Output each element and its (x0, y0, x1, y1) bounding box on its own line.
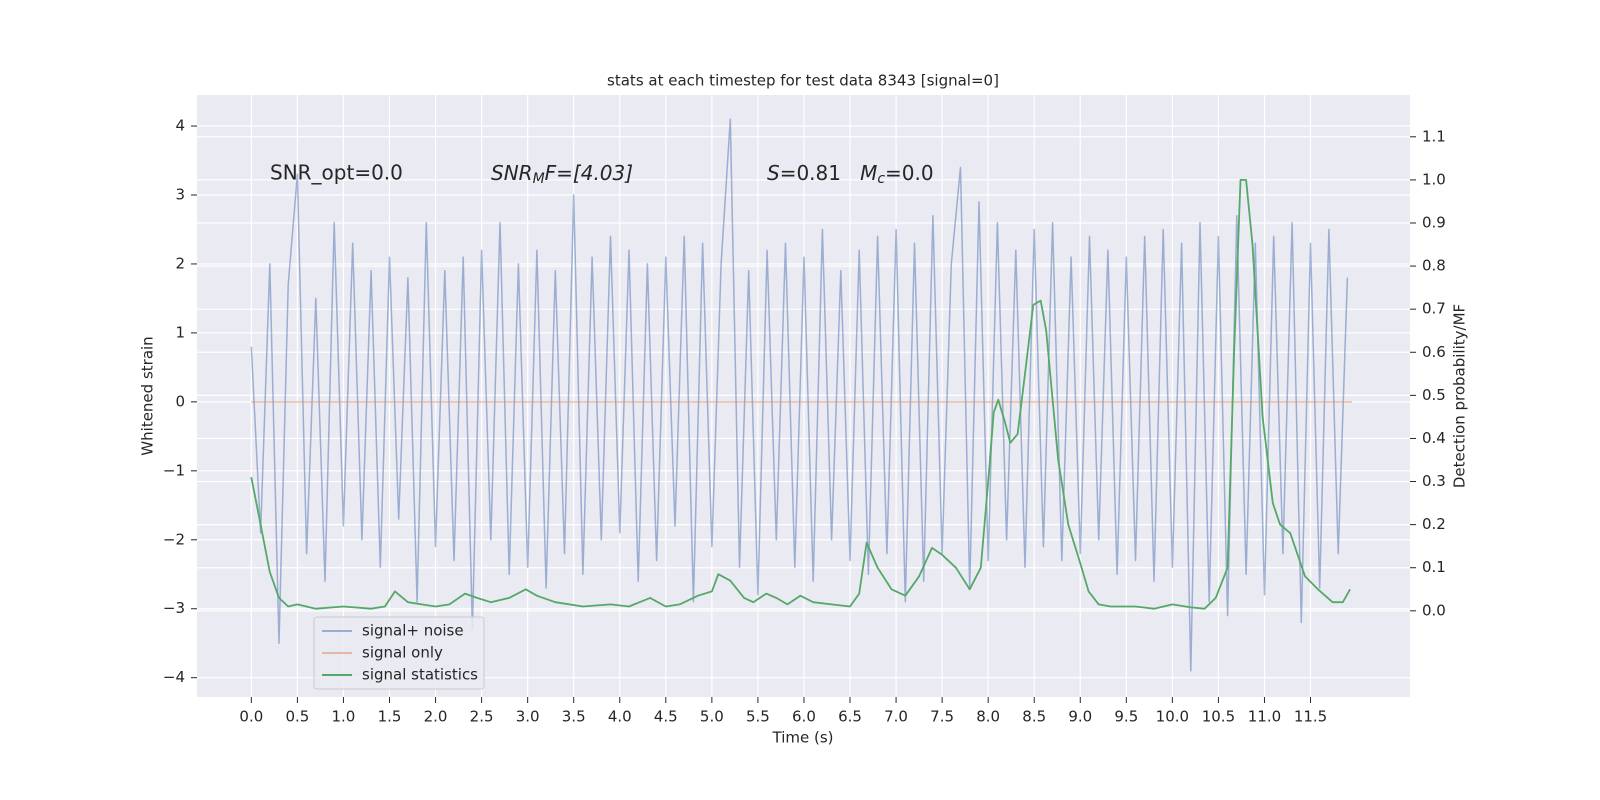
x-tick-label: 4.0 (608, 708, 632, 726)
x-tick-label: 8.0 (976, 708, 1000, 726)
legend-label: signal statistics (362, 666, 478, 684)
x-tick-label: 7.5 (930, 708, 954, 726)
y2-tick-label: 1.1 (1422, 127, 1446, 145)
annotation-part: F=[4.03] (545, 161, 633, 185)
x-tick-label: 6.5 (838, 708, 862, 726)
chart-title: stats at each timestep for test data 834… (607, 72, 999, 90)
y-tick-label: 2 (175, 254, 185, 272)
y-tick-label: −4 (163, 668, 185, 686)
annotation-part: =0.0 (885, 161, 934, 185)
x-tick-label: 8.5 (1022, 708, 1046, 726)
annotation-part: =0.81 (780, 161, 860, 185)
x-tick-label: 1.5 (378, 708, 402, 726)
legend-label: signal+ noise (362, 622, 464, 640)
x-tick-label: 9.5 (1114, 708, 1138, 726)
legend-label: signal only (362, 644, 443, 662)
y2-tick-label: 0.1 (1422, 558, 1446, 576)
y-tick-label: −1 (163, 461, 185, 479)
annotation-part: SNR (491, 161, 533, 185)
x-tick-label: 2.0 (424, 708, 448, 726)
y2-tick-label: 0.6 (1422, 343, 1446, 361)
annotation-part: S (767, 161, 780, 185)
annotation: SNR_opt=0.0 (270, 161, 403, 185)
y-tick-label: 4 (175, 117, 185, 135)
y2-tick-label: 0.8 (1422, 257, 1446, 275)
x-tick-label: 10.5 (1202, 708, 1235, 726)
x-tick-label: 5.5 (746, 708, 770, 726)
x-tick-label: 7.0 (884, 708, 908, 726)
x-tick-label: 6.0 (792, 708, 816, 726)
y-tick-label: 0 (175, 392, 185, 410)
x-tick-label: 2.5 (470, 708, 494, 726)
annotation: S=0.81 Mc=0.0 (767, 161, 934, 188)
series-line (250, 178, 1351, 610)
x-tick-label: 3.5 (562, 708, 586, 726)
y2-tick-label: 0.5 (1422, 386, 1446, 404)
annotation-part: M (860, 161, 877, 185)
x-tick-label: 11.5 (1294, 708, 1327, 726)
legend-box (313, 616, 485, 690)
y-tick-label: −2 (163, 530, 185, 548)
annotation-part: c (877, 171, 885, 187)
x-tick-label: 9.0 (1068, 708, 1092, 726)
y2-tick-label: 0.0 (1422, 601, 1446, 619)
y-tick-label: −3 (163, 599, 185, 617)
x-tick-label: 0.5 (285, 708, 309, 726)
x-tick-label: 4.5 (654, 708, 678, 726)
y2-tick-label: 0.7 (1422, 300, 1446, 318)
y-tick-label: 3 (175, 185, 185, 203)
annotation: SNRMF=[4.03] (491, 161, 633, 188)
annotation-part: M (533, 171, 545, 187)
x-tick-label: 11.0 (1248, 708, 1281, 726)
x-tick-label: 1.0 (332, 708, 356, 726)
x-tick-label: 5.0 (700, 708, 724, 726)
y2-tick-label: 0.4 (1422, 429, 1446, 447)
y2-tick-label: 0.2 (1422, 515, 1446, 533)
y-axis-label: Whitened strain (139, 336, 157, 455)
y2-tick-label: 0.9 (1422, 213, 1446, 231)
y2-axis-label: Detection probability/MF (1451, 304, 1469, 488)
y2-tick-label: 0.3 (1422, 472, 1446, 490)
x-tick-label: 3.0 (516, 708, 540, 726)
x-tick-label: 10.0 (1156, 708, 1189, 726)
x-axis-label: Time (s) (772, 729, 834, 747)
x-tick-label: 0.0 (239, 708, 263, 726)
y-tick-label: 1 (175, 323, 185, 341)
series-line (250, 118, 1349, 672)
y2-tick-label: 1.0 (1422, 170, 1446, 188)
